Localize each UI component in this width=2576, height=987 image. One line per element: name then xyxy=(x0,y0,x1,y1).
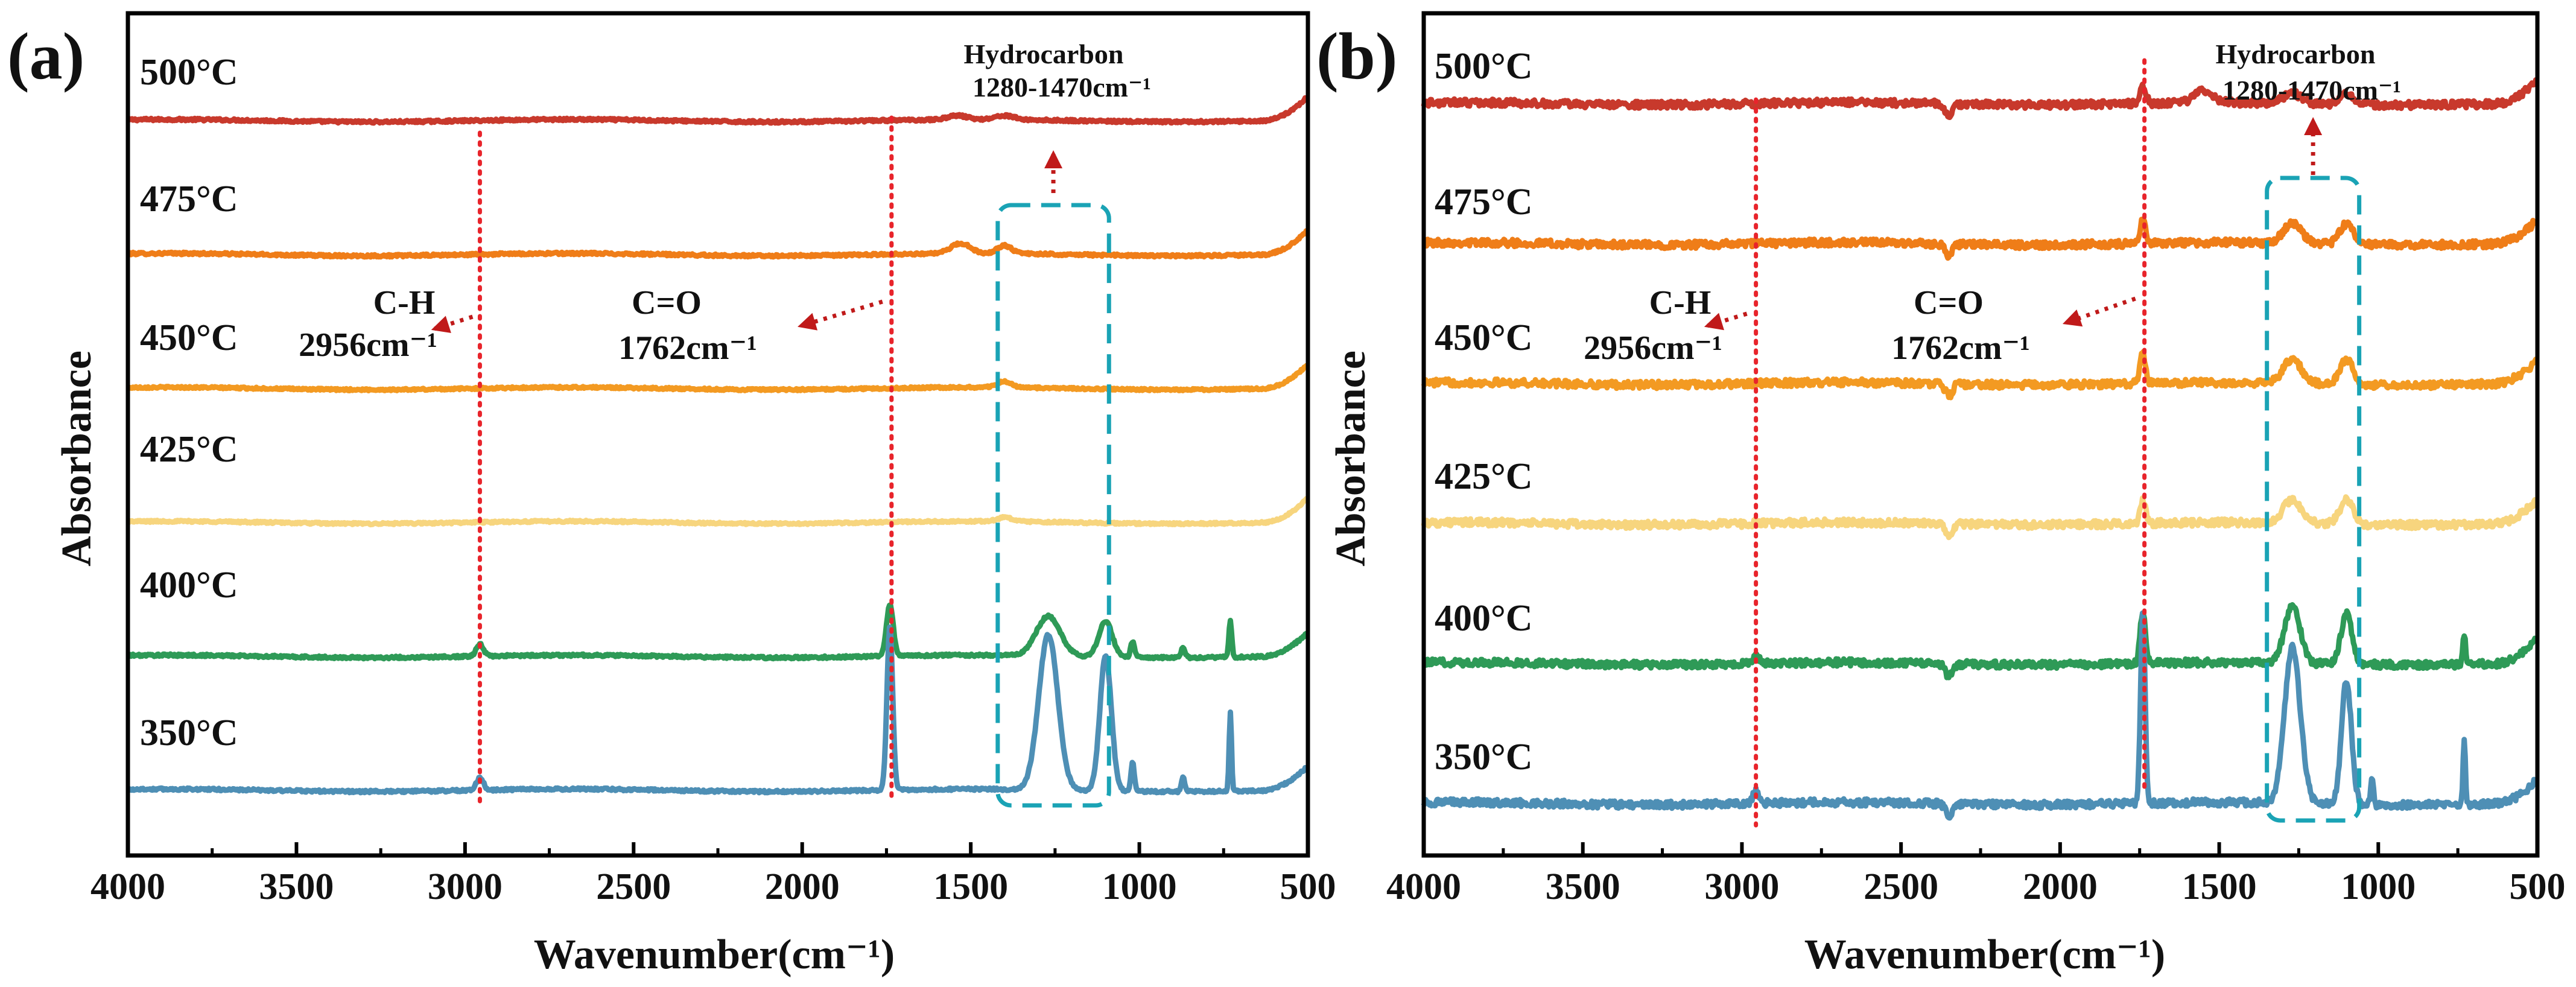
panel-a-hydrocarbon-range: 1280-1470cm⁻¹ xyxy=(972,72,1151,103)
x-tick-label: 3500 xyxy=(1546,866,1620,907)
x-tick-label: 3000 xyxy=(1704,866,1779,907)
temperature-label: 450°C xyxy=(1435,317,1533,358)
temperature-label: 400°C xyxy=(140,565,238,606)
spectrum-line-400C xyxy=(126,602,1309,662)
panel-a-plot-frame xyxy=(125,11,1310,858)
spectrum-line-350C xyxy=(1421,610,2539,821)
x-tick-label: 500 xyxy=(2510,866,2566,907)
x-tick-label: 4000 xyxy=(90,866,165,907)
panel-b-letter: (b) xyxy=(1316,19,1397,93)
panel-a-curves xyxy=(125,95,1310,796)
panel-b-hydrocarbon-range: 1280-1470cm⁻¹ xyxy=(2222,75,2401,106)
panel-b-curves xyxy=(1421,77,2540,821)
temperature-label: 475°C xyxy=(140,179,238,220)
panel-b-ch-arrowhead xyxy=(1704,313,1724,331)
spectrum-line-425C xyxy=(125,496,1309,528)
x-tick-label: 2500 xyxy=(596,866,671,907)
panel-a-ch-value: 2956cm⁻¹ xyxy=(299,326,437,364)
spectrum-line-475C xyxy=(126,228,1309,260)
panel-b-annotations: C-H 2956cm⁻¹ C=O 1762cm⁻¹ Hydrocarbon 12… xyxy=(1584,39,2401,828)
x-tick-label: 3000 xyxy=(428,866,503,907)
panel-b: (b) Absorbance Wavenumber(cm⁻¹) C-H 2956… xyxy=(1316,11,2566,978)
panel-a-letter: (a) xyxy=(7,19,84,93)
panel-a-co-arrowhead xyxy=(798,313,818,331)
panel-b-ch-label: C-H xyxy=(1649,284,1712,322)
panel-b-temperature-labels: 500°C 475°C 450°C 425°C 400°C 350°C xyxy=(1435,46,1533,778)
panel-a-co-label: C=O xyxy=(632,284,702,322)
panel-b-hydrocarbon-label: Hydrocarbon xyxy=(2216,39,2376,69)
panel-a-hydrocarbon-region-box xyxy=(995,203,1111,808)
panel-b-co-label: C=O xyxy=(1914,284,1984,322)
x-tick-label: 500 xyxy=(1280,866,1336,907)
x-tick-label: 1500 xyxy=(933,866,1008,907)
x-tick-label: 3500 xyxy=(259,866,334,907)
panel-a: (a) Absorbance Wavenumber(cm⁻¹) C-H 2956… xyxy=(7,11,1336,978)
temperature-label: 400°C xyxy=(1435,598,1533,639)
panel-b-y-axis-title: Absorbance xyxy=(1328,351,1374,566)
panel-a-hydrocarbon-label: Hydrocarbon xyxy=(964,39,1124,69)
x-tick-label: 2000 xyxy=(2023,866,2098,907)
x-tick-label: 1000 xyxy=(1102,866,1177,907)
panel-a-hydrocarbon-arrowhead xyxy=(1044,150,1063,168)
x-tick-label: 1000 xyxy=(2341,866,2416,907)
temperature-label: 500°C xyxy=(140,52,238,93)
panel-b-co-arrowhead xyxy=(2062,309,2083,327)
temperature-label: 450°C xyxy=(140,317,238,358)
spectrum-line-450C xyxy=(1421,349,2540,401)
spectrum-line-500C xyxy=(1421,77,2539,120)
spectrum-line-450C xyxy=(126,363,1309,393)
temperature-label: 500°C xyxy=(1435,46,1533,87)
spectrum-line-400C xyxy=(1422,602,2540,681)
x-tick-label: 1500 xyxy=(2182,866,2257,907)
panel-a-annotations: C-H 2956cm⁻¹ C=O 1762cm⁻¹ Hydrocarbon 12… xyxy=(299,39,1151,808)
panel-a-co-value: 1762cm⁻¹ xyxy=(618,329,757,367)
temperature-label: 350°C xyxy=(1435,737,1533,778)
panel-a-y-axis-title: Absorbance xyxy=(54,351,100,566)
panel-a-ch-arrow xyxy=(434,314,474,331)
x-tick-label: 4000 xyxy=(1386,866,1461,907)
panel-a-x-ticks: 4000 3500 3000 2500 2000 1500 1000 500 xyxy=(90,842,1336,907)
panel-b-x-ticks: 4000 3500 3000 2500 2000 1500 1000 500 xyxy=(1386,842,2566,907)
panel-b-hydrocarbon-arrowhead xyxy=(2304,117,2323,135)
temperature-label: 425°C xyxy=(1435,456,1533,497)
panel-b-co-value: 1762cm⁻¹ xyxy=(1891,329,2030,367)
spectrum-line-500C xyxy=(126,95,1310,126)
spectrum-line-425C xyxy=(1421,494,2539,541)
temperature-label: 350°C xyxy=(140,712,238,754)
panel-b-x-axis-title: Wavenumber(cm⁻¹) xyxy=(1804,931,2165,978)
spectrum-line-475C xyxy=(1422,216,2539,261)
temperature-label: 425°C xyxy=(140,429,238,470)
panel-b-hydrocarbon-region-box xyxy=(2265,176,2362,823)
x-tick-label: 2500 xyxy=(1864,866,1938,907)
panel-b-plot-frame xyxy=(1421,11,2540,858)
x-tick-label: 2000 xyxy=(765,866,840,907)
temperature-label: 475°C xyxy=(1435,182,1533,223)
panel-a-x-axis-title: Wavenumber(cm⁻¹) xyxy=(534,931,895,978)
panel-a-ch-arrowhead xyxy=(431,316,451,334)
panel-a-temperature-labels: 500°C 475°C 450°C 425°C 400°C 350°C xyxy=(140,52,238,754)
panel-a-ch-label: C-H xyxy=(373,284,436,322)
panel-b-ch-arrow xyxy=(1707,311,1748,328)
panel-b-ch-value: 2956cm⁻¹ xyxy=(1584,329,1722,367)
